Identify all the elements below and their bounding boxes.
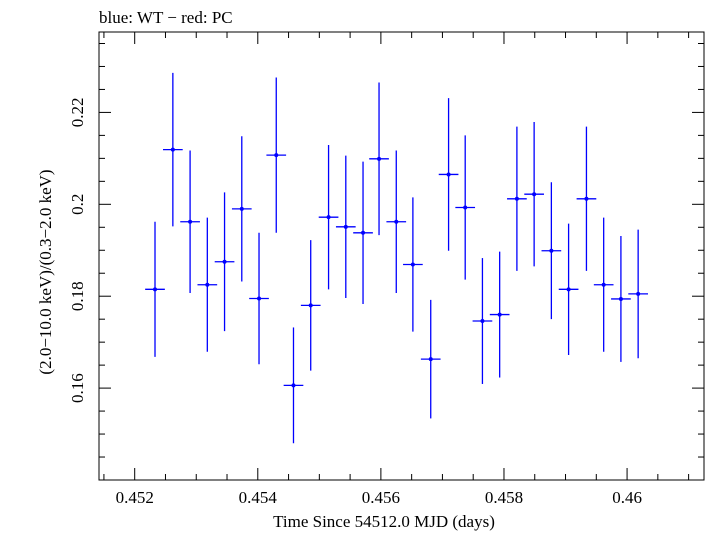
point-marker bbox=[205, 282, 210, 287]
data-point bbox=[318, 145, 339, 290]
point-marker bbox=[308, 303, 313, 308]
point-marker bbox=[480, 319, 485, 324]
point-marker bbox=[361, 230, 366, 235]
y-tick-label: 0.2 bbox=[68, 194, 87, 215]
point-marker bbox=[274, 153, 279, 158]
data-point bbox=[180, 150, 200, 293]
y-tick-label: 0.16 bbox=[68, 373, 87, 403]
y-axis-ticks: 0.16 0.18 0.2 0.22 bbox=[68, 42, 704, 458]
x-tick-label: 0.454 bbox=[239, 488, 278, 507]
point-marker bbox=[343, 224, 348, 229]
data-point bbox=[163, 72, 183, 227]
data-point bbox=[403, 197, 423, 332]
x-tick-label: 0.46 bbox=[612, 488, 642, 507]
point-marker bbox=[188, 219, 193, 224]
chart-title: blue: WT − red: PC bbox=[99, 8, 233, 27]
data-point bbox=[420, 299, 441, 419]
point-marker bbox=[428, 357, 433, 362]
point-marker bbox=[222, 259, 227, 264]
point-marker bbox=[410, 262, 415, 267]
point-marker bbox=[170, 147, 175, 152]
data-point bbox=[300, 240, 321, 371]
y-axis-label: (2.0−10.0 keV)/(0.3−2.0 keV) bbox=[36, 169, 55, 374]
data-points bbox=[145, 72, 648, 444]
point-marker bbox=[618, 296, 623, 301]
point-marker bbox=[497, 312, 502, 317]
point-marker bbox=[584, 196, 589, 201]
y-tick-label: 0.18 bbox=[68, 281, 87, 311]
point-marker bbox=[549, 248, 554, 253]
point-marker bbox=[446, 172, 451, 177]
point-marker bbox=[463, 205, 468, 210]
data-point bbox=[489, 251, 510, 378]
point-marker bbox=[514, 196, 519, 201]
data-point bbox=[472, 258, 493, 384]
point-marker bbox=[291, 383, 296, 388]
point-marker bbox=[377, 156, 382, 161]
point-marker bbox=[326, 215, 331, 220]
x-axis-ticks: 0.452 0.454 0.456 0.458 0.46 bbox=[103, 32, 690, 507]
point-marker bbox=[566, 287, 571, 292]
data-point bbox=[576, 126, 597, 271]
point-marker bbox=[239, 206, 244, 211]
data-point bbox=[214, 192, 235, 332]
data-point bbox=[197, 217, 218, 352]
data-point bbox=[507, 126, 527, 271]
plot-frame bbox=[98, 31, 705, 481]
point-marker bbox=[257, 296, 262, 301]
data-point bbox=[369, 82, 389, 236]
data-point bbox=[524, 122, 544, 267]
data-point bbox=[611, 236, 631, 362]
data-point bbox=[438, 98, 459, 251]
point-marker bbox=[394, 219, 399, 224]
point-marker bbox=[636, 291, 641, 296]
x-tick-label: 0.458 bbox=[485, 488, 523, 507]
data-point bbox=[283, 327, 304, 444]
data-point bbox=[145, 221, 165, 357]
data-point bbox=[249, 232, 269, 365]
x-axis-label: Time Since 54512.0 MJD (days) bbox=[273, 512, 495, 531]
data-point bbox=[628, 229, 648, 359]
data-point bbox=[353, 161, 373, 305]
point-marker bbox=[153, 287, 158, 292]
data-point bbox=[455, 135, 476, 280]
point-marker bbox=[532, 192, 537, 197]
data-point bbox=[386, 150, 407, 293]
x-tick-label: 0.452 bbox=[116, 488, 154, 507]
data-point bbox=[593, 217, 614, 352]
data-point bbox=[231, 136, 252, 282]
x-tick-label: 0.456 bbox=[362, 488, 400, 507]
data-point bbox=[541, 182, 562, 320]
data-point bbox=[266, 77, 287, 233]
data-point bbox=[558, 223, 579, 356]
y-tick-label: 0.22 bbox=[68, 98, 87, 128]
point-marker bbox=[601, 282, 606, 287]
data-point bbox=[335, 155, 356, 299]
